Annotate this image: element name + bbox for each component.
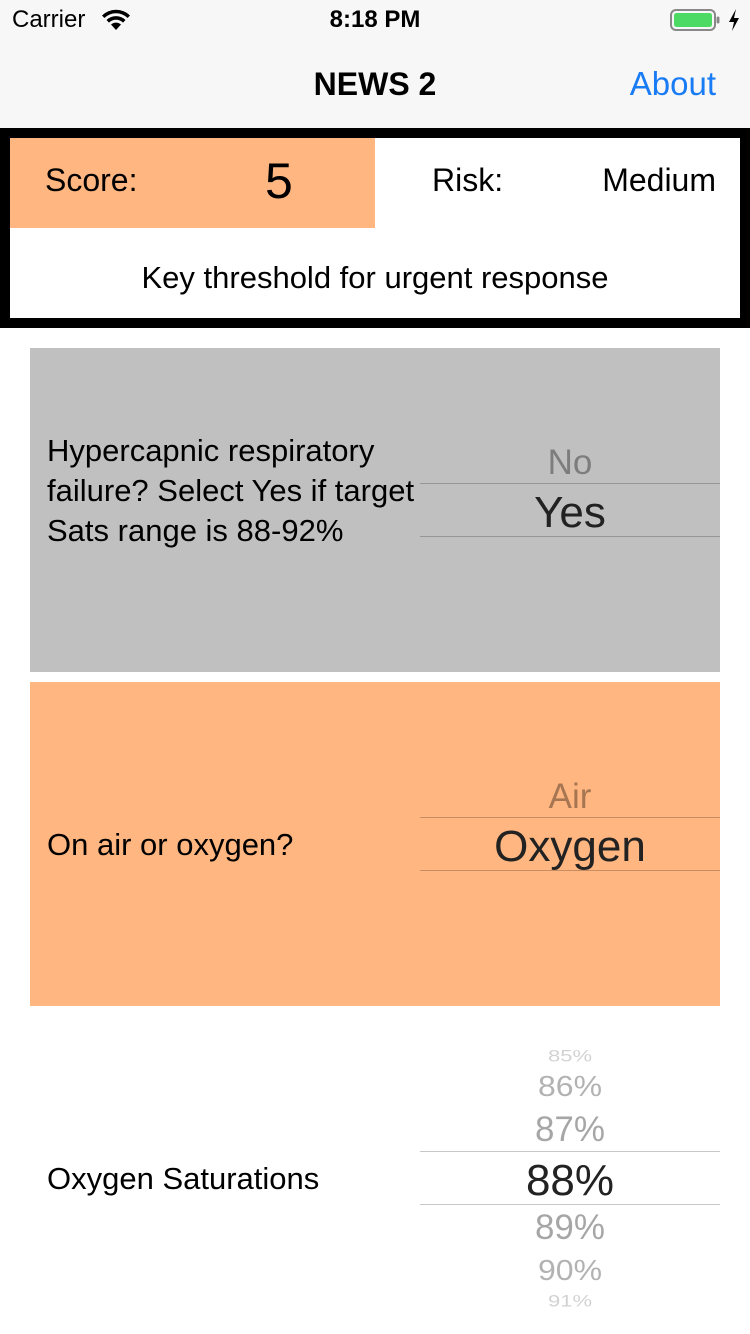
saturations-row: Oxygen Saturations 85% 86% 87% 88% 89% 9… [30, 1016, 720, 1334]
air-oxygen-picker[interactable]: Air Oxygen [420, 682, 720, 1006]
score-label: Score: [45, 162, 138, 198]
score-panel-inner: Score: 5 Risk: Medium Key threshold for … [10, 138, 740, 318]
score-panel: Score: 5 Risk: Medium Key threshold for … [0, 128, 750, 328]
picker-option-87[interactable]: 87% [534, 1110, 606, 1149]
picker-divider [420, 817, 720, 818]
hypercapnic-picker[interactable]: No Yes [420, 348, 720, 672]
picker-divider [420, 483, 720, 484]
hypercapnic-question: Hypercapnic respiratory failure? Select … [47, 433, 415, 548]
status-bar: Carrier 8:18 PM [0, 0, 750, 40]
picker-option-86[interactable]: 86% [537, 1069, 603, 1103]
score-cell: Score: 5 [10, 138, 375, 228]
picker-option-88-selected[interactable]: 88% [525, 1156, 615, 1205]
clock: 8:18 PM [329, 6, 421, 33]
picker-divider [420, 1151, 720, 1152]
picker-divider [420, 536, 720, 537]
air-oxygen-row: On air or oxygen? Air Oxygen [30, 682, 720, 1006]
risk-label: Risk: [432, 162, 504, 198]
about-button[interactable]: About [629, 65, 716, 102]
picker-option-89[interactable]: 89% [534, 1208, 606, 1247]
page-title: NEWS 2 [313, 66, 437, 102]
saturations-picker[interactable]: 85% 86% 87% 88% 89% 90% 91% [420, 1016, 720, 1334]
carrier-label: Carrier [12, 6, 86, 33]
risk-value: Medium [602, 162, 716, 198]
picker-option-85[interactable]: 85% [547, 1046, 593, 1065]
picker-option-air[interactable]: Air [548, 777, 592, 816]
air-oxygen-question: On air or oxygen? [47, 827, 294, 862]
hypercapnic-row: Hypercapnic respiratory failure? Select … [30, 348, 720, 672]
wifi-icon [102, 9, 130, 30]
threshold-message: Key threshold for urgent response [141, 260, 609, 295]
navigation-bar: NEWS 2 About [0, 40, 750, 128]
charging-bolt-icon [729, 9, 739, 31]
picker-option-yes-selected[interactable]: Yes [534, 488, 606, 537]
picker-option-no[interactable]: No [547, 443, 593, 482]
picker-option-oxygen-selected[interactable]: Oxygen [494, 822, 646, 871]
picker-option-90[interactable]: 90% [537, 1253, 603, 1287]
picker-option-91[interactable]: 91% [547, 1291, 593, 1310]
score-value: 5 [265, 153, 293, 209]
picker-divider [420, 870, 720, 871]
saturations-question: Oxygen Saturations [47, 1161, 320, 1196]
battery-icon [670, 9, 720, 31]
picker-divider [420, 1204, 720, 1205]
